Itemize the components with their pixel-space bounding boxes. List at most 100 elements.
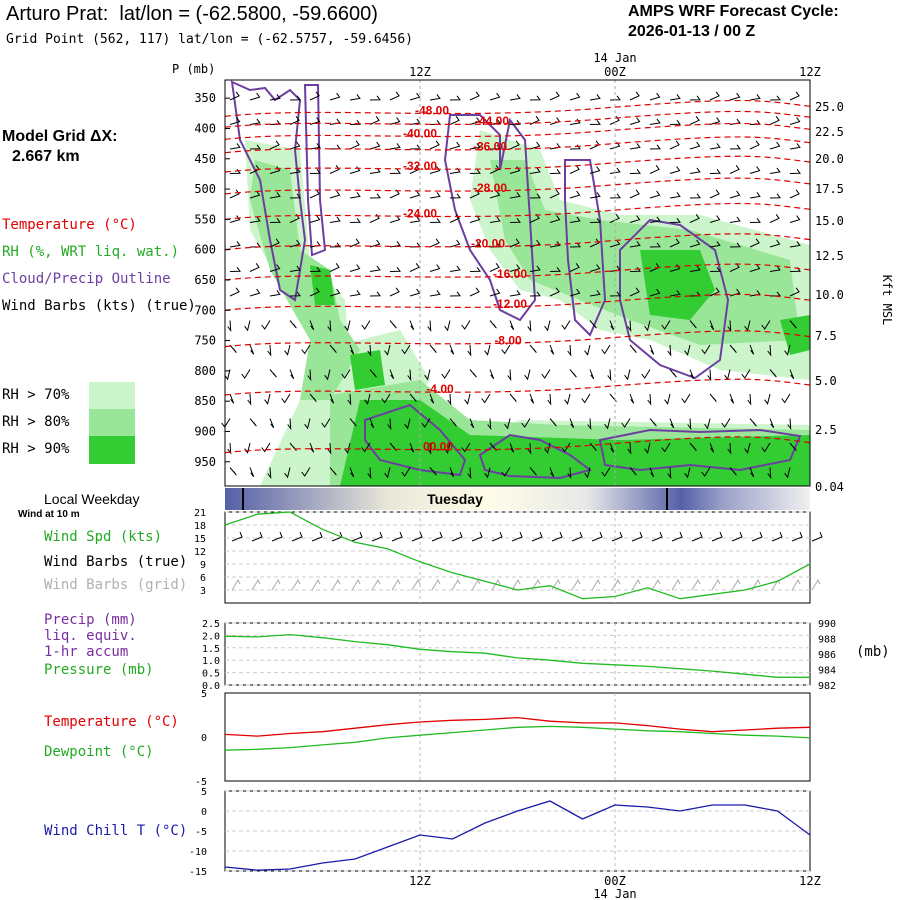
wind-barb <box>669 166 681 174</box>
wind-barb <box>369 418 375 429</box>
wind-barb <box>269 238 280 248</box>
wind-barb <box>661 442 671 453</box>
rh-swatch-70 <box>89 382 135 409</box>
wind-barb-grid <box>291 578 301 591</box>
pressure-axis-title: P (mb) <box>172 62 215 76</box>
wind-barb <box>744 320 751 332</box>
wind-barb <box>349 238 360 248</box>
wind-barb <box>701 344 711 355</box>
wind-barb <box>389 241 401 248</box>
wind-barb <box>769 116 780 125</box>
wind-barb <box>644 320 651 332</box>
wind-barb <box>601 344 611 355</box>
wind-barb <box>629 344 637 354</box>
wind-barb-grid <box>271 578 281 591</box>
isotherm-line <box>224 99 811 117</box>
wind-barb <box>767 344 772 357</box>
wind-barb <box>724 369 731 381</box>
wind-barb-true <box>571 531 583 542</box>
wind-barb <box>289 193 301 199</box>
wind-barb <box>769 214 780 223</box>
wind-barb <box>729 216 741 223</box>
wind-barb <box>384 467 391 479</box>
wind-barb <box>529 214 540 223</box>
wind-barb <box>229 189 240 199</box>
wind-barb <box>584 467 591 479</box>
wind-barb <box>349 166 361 174</box>
wind-barb <box>449 265 461 272</box>
wind-barb <box>689 239 701 248</box>
wind-ytick: 9 <box>200 560 206 571</box>
wind-barb-true <box>591 531 603 542</box>
wind-barb <box>649 288 661 297</box>
wind-barb <box>749 166 761 174</box>
wind-barb <box>769 369 777 378</box>
isotherm-label: -36.00 <box>473 140 507 154</box>
isotherm-label: -16.00 <box>493 267 527 281</box>
wind-barb <box>469 241 481 248</box>
wind-barb-true <box>511 531 523 542</box>
isotherm-label: -20.00 <box>471 237 505 251</box>
kft-tick: 2.5 <box>815 423 837 437</box>
wind-barb <box>709 267 721 272</box>
wind-barb <box>629 393 635 404</box>
wind-barb <box>429 264 441 272</box>
cloud-outline <box>443 114 537 322</box>
wind-barb <box>529 344 537 354</box>
wind-barb <box>669 94 681 101</box>
wind-barb <box>309 117 321 125</box>
wind-barb <box>267 467 272 480</box>
wind-barb <box>349 192 361 199</box>
wind-barb <box>649 190 661 199</box>
wind-barb <box>501 344 511 355</box>
wind-panel-frame <box>224 511 811 604</box>
wind-barb <box>369 95 381 101</box>
wind-barb <box>689 442 697 452</box>
precip-ytick: 1.0 <box>202 656 220 667</box>
legend-rh: RH (%, WRT liq. wat.) <box>2 244 180 260</box>
wind-barb <box>729 344 737 354</box>
wind-barb <box>689 141 701 150</box>
wind-barb <box>229 287 240 297</box>
wind-barb <box>227 442 232 455</box>
wind-barb <box>661 320 671 330</box>
wind-barb <box>709 215 721 223</box>
wind-barb <box>369 116 380 125</box>
wind-barb <box>349 467 355 478</box>
wind-barb <box>229 344 237 354</box>
wind-barb <box>789 91 800 101</box>
wind-barb <box>269 140 280 150</box>
wind-barb <box>249 144 261 150</box>
kft-tick: 10.0 <box>815 288 844 302</box>
wind-barb-true <box>771 531 783 542</box>
wind-barb <box>529 167 541 174</box>
isotherm-line <box>224 136 811 154</box>
wind-barb <box>289 442 297 452</box>
wind-barb <box>441 369 451 379</box>
wind-barb <box>349 264 361 272</box>
wind-barb <box>329 467 337 476</box>
wind-barb <box>321 418 331 428</box>
wind-barb <box>329 288 341 297</box>
wind-barb <box>789 241 801 248</box>
kft-tick: 25.0 <box>815 100 844 114</box>
wind-barb-grid <box>751 578 761 591</box>
wind-barb <box>449 291 461 297</box>
wind-barb <box>221 418 231 428</box>
wind-barb <box>309 442 315 453</box>
wind-barb <box>449 467 455 478</box>
wind-barb <box>449 418 457 427</box>
wind-ytick: 18 <box>194 521 206 532</box>
isotherm-line <box>224 330 811 348</box>
kft-tick: 0.04 <box>815 480 844 494</box>
wind-barb <box>447 393 452 406</box>
wind-barb <box>629 143 641 150</box>
wind-barb-true <box>491 531 503 542</box>
wind-barb <box>507 369 512 382</box>
wind-barb <box>549 169 561 174</box>
pressure-tick: 950 <box>194 455 216 469</box>
pressure-tick: 650 <box>194 273 216 287</box>
wind-barb <box>229 215 241 223</box>
cloud-outline <box>598 428 802 472</box>
